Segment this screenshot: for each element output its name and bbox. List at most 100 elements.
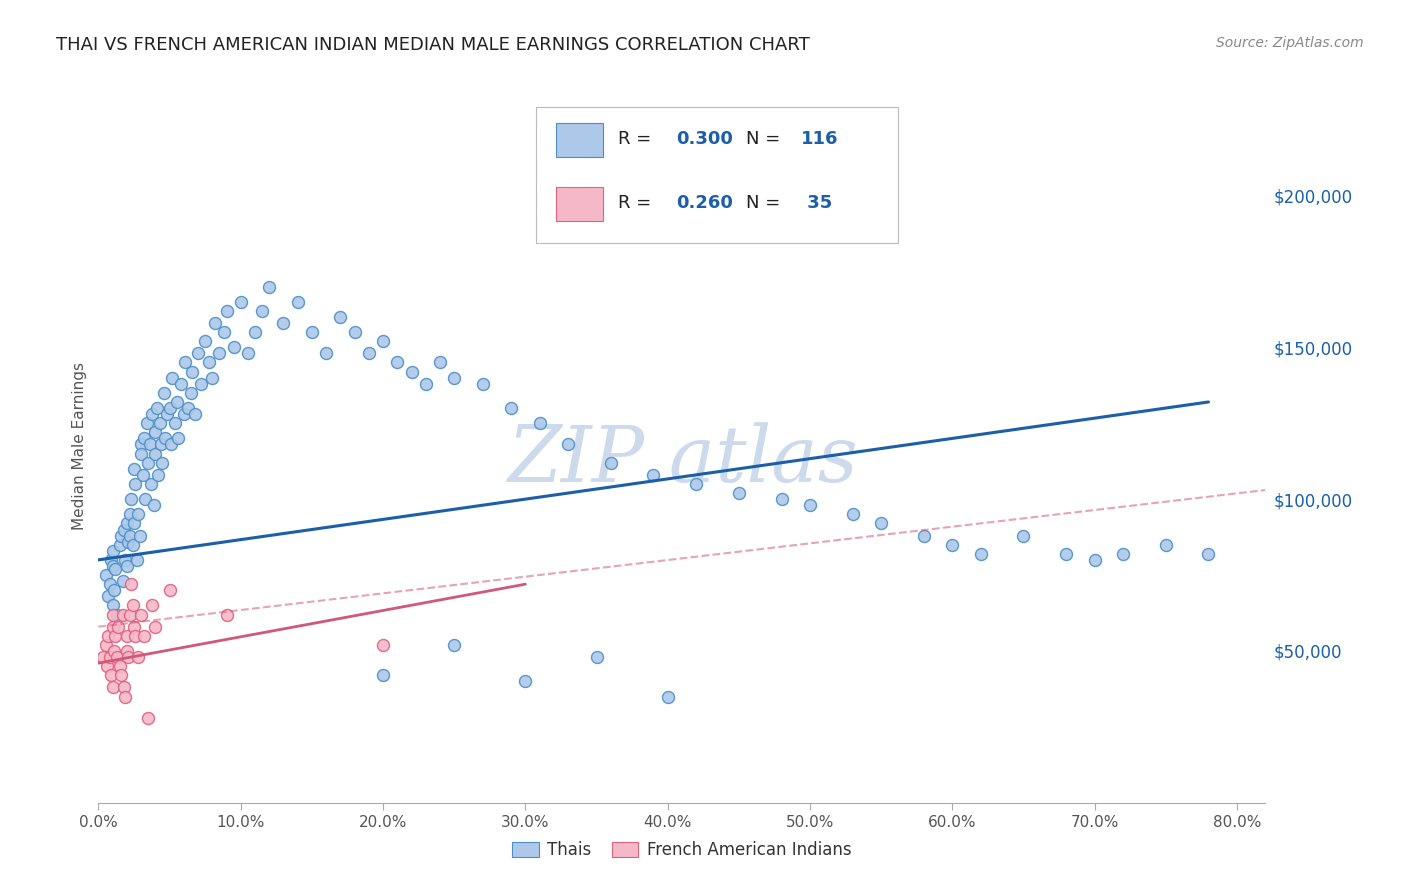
Point	[156, 407, 179, 421]
Point	[257, 279, 280, 293]
Text: ZIP atlas: ZIP atlas	[506, 422, 858, 499]
Point	[557, 437, 579, 451]
Text: Source: ZipAtlas.com: Source: ZipAtlas.com	[1216, 36, 1364, 50]
Point	[91, 650, 114, 665]
Point	[108, 659, 131, 673]
Bar	[555, 187, 603, 221]
Point	[114, 690, 136, 704]
Point	[273, 316, 295, 330]
Point	[315, 346, 337, 360]
Point	[112, 681, 135, 695]
Point	[122, 620, 145, 634]
Text: 35: 35	[801, 194, 832, 212]
Point	[471, 376, 494, 391]
Point	[184, 407, 207, 421]
Point	[103, 583, 125, 598]
Point	[129, 437, 152, 451]
Point	[118, 607, 141, 622]
Point	[585, 650, 607, 665]
Bar	[555, 123, 603, 157]
Point	[159, 401, 181, 415]
Point	[104, 562, 127, 576]
Point	[371, 638, 394, 652]
Point	[371, 668, 394, 682]
Point	[443, 638, 465, 652]
Text: 116: 116	[801, 130, 838, 148]
Point	[287, 294, 309, 309]
Point	[529, 416, 551, 430]
Point	[155, 431, 177, 445]
Legend: Thais, French American Indians: Thais, French American Indians	[506, 835, 858, 866]
Point	[162, 370, 184, 384]
Text: R =: R =	[617, 130, 657, 148]
Point	[912, 528, 935, 542]
Point	[160, 437, 183, 451]
Point	[301, 325, 323, 339]
Point	[108, 538, 131, 552]
Point	[118, 508, 141, 522]
Point	[1054, 547, 1077, 561]
Point	[136, 711, 159, 725]
Point	[429, 355, 451, 369]
Point	[103, 644, 125, 658]
Point	[173, 407, 195, 421]
Point	[187, 346, 209, 360]
Point	[329, 310, 352, 324]
Point	[515, 674, 537, 689]
Point	[115, 516, 138, 531]
Point	[371, 334, 394, 349]
Point	[170, 376, 193, 391]
Point	[115, 629, 138, 643]
Point	[153, 385, 176, 400]
Point	[799, 498, 821, 512]
Point	[105, 650, 128, 665]
Point	[204, 316, 226, 330]
Point	[250, 304, 273, 318]
Point	[657, 690, 679, 704]
Point	[1084, 553, 1107, 567]
Point	[117, 534, 139, 549]
Point	[135, 416, 157, 430]
Point	[181, 365, 204, 379]
Point	[118, 528, 141, 542]
Point	[149, 416, 172, 430]
Point	[94, 638, 117, 652]
Point	[143, 620, 166, 634]
Point	[115, 558, 138, 573]
Point	[117, 650, 139, 665]
Point	[101, 543, 124, 558]
Point	[141, 599, 163, 613]
Point	[194, 334, 217, 349]
Point	[599, 456, 621, 470]
Point	[111, 574, 134, 588]
Point	[970, 547, 993, 561]
Point	[143, 447, 166, 461]
Point	[127, 508, 149, 522]
Point	[110, 528, 132, 542]
Point	[128, 528, 150, 542]
Text: N =: N =	[747, 194, 786, 212]
Point	[104, 629, 127, 643]
Point	[146, 401, 169, 415]
Point	[94, 568, 117, 582]
Point	[1154, 538, 1177, 552]
Text: 0.260: 0.260	[676, 194, 733, 212]
Point	[143, 425, 166, 440]
Point	[387, 355, 409, 369]
Point	[120, 492, 142, 507]
Point	[401, 365, 423, 379]
Point	[770, 492, 793, 507]
Point	[101, 681, 124, 695]
FancyBboxPatch shape	[536, 107, 898, 243]
Point	[142, 498, 165, 512]
Point	[105, 607, 128, 622]
Point	[174, 355, 197, 369]
Point	[443, 370, 465, 384]
Point	[136, 456, 159, 470]
Point	[159, 583, 181, 598]
Point	[150, 437, 173, 451]
Point	[131, 467, 153, 482]
Point	[198, 355, 221, 369]
Point	[100, 553, 122, 567]
Point	[98, 577, 121, 591]
